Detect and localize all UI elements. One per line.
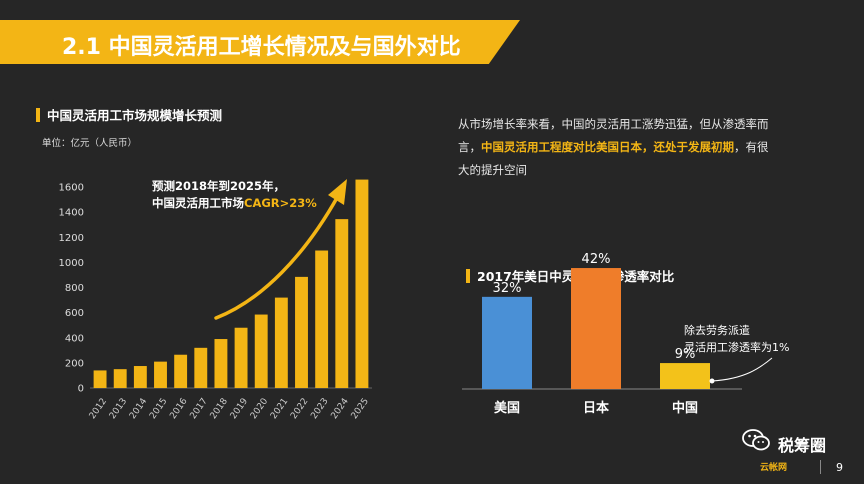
growth-arrow-line — [214, 194, 340, 320]
title-banner: 2.1 中国灵活用工增长情况及与国外对比 — [0, 20, 520, 64]
y-tick-label: 600 — [65, 308, 84, 319]
penetration-value-label: 42% — [582, 252, 611, 267]
market-size-bar — [254, 314, 268, 388]
x-tick-label: 2017 — [188, 397, 209, 421]
penetration-category-label: 美国 — [494, 400, 520, 416]
penetration-category-label: 日本 — [583, 400, 609, 416]
x-tick-label: 2021 — [269, 397, 290, 421]
description-part1: 从市场增长率来看，中国的灵活用工涨势迅猛，但从渗透率而言， — [458, 117, 769, 154]
annotation-line1: 预测2018年到2025年， — [152, 179, 286, 193]
heading-marker — [36, 108, 40, 122]
y-tick-label: 1000 — [59, 258, 84, 269]
note-pointer-line — [711, 357, 773, 382]
x-tick-label: 2022 — [289, 397, 310, 421]
market-size-bar — [234, 327, 248, 388]
penetration-bar — [571, 268, 621, 389]
market-size-bar — [295, 276, 308, 388]
market-size-bar — [174, 354, 188, 388]
y-tick-label: 1200 — [59, 233, 84, 244]
note-line1: 除去劳务派遣 — [684, 324, 750, 337]
penetration-bar — [660, 363, 710, 389]
company-logo: 云帐网 — [760, 463, 788, 473]
y-tick-label: 0 — [78, 384, 84, 395]
x-tick-label: 2020 — [249, 396, 270, 421]
description-part2: ，有很大的提升空间 — [458, 140, 769, 177]
market-size-bar — [214, 339, 228, 388]
market-size-bar — [194, 347, 208, 388]
y-tick-label: 800 — [65, 283, 84, 294]
x-tick-label: 2016 — [168, 396, 189, 421]
penetration-value-label: 32% — [493, 281, 522, 296]
market-size-bar — [154, 361, 167, 388]
left-chart-heading: 中国灵活用工市场规模增长预测 — [36, 105, 222, 124]
market-size-bar — [315, 250, 329, 388]
x-tick-label: 2024 — [329, 396, 350, 421]
note-line2: 灵活用工渗透率为1% — [684, 341, 790, 354]
page-title: 2.1 中国灵活用工增长情况及与国外对比 — [62, 35, 461, 60]
market-size-bar — [355, 179, 369, 388]
cagr-annotation: 预测2018年到2025年， 中国灵活用工市场CAGR>23% — [152, 178, 317, 212]
market-size-bar — [113, 369, 127, 388]
penetration-value-label: 9% — [675, 347, 696, 362]
market-size-bar — [335, 219, 349, 388]
market-size-bar — [93, 370, 107, 388]
left-chart-unit: 单位：亿元（人民币） — [42, 138, 138, 149]
y-tick-label: 1600 — [59, 183, 84, 194]
annotation-cagr: CAGR>23% — [244, 196, 317, 210]
x-tick-label: 2013 — [108, 397, 129, 421]
y-tick-label: 1400 — [59, 208, 84, 219]
x-tick-label: 2014 — [128, 396, 149, 421]
market-size-bar — [274, 297, 288, 388]
annotation-line2: 中国灵活用工市场 — [152, 196, 244, 210]
description-highlight: 中国灵活用工程度对比美国日本，还处于发展初期 — [481, 140, 734, 154]
x-tick-label: 2012 — [88, 397, 109, 421]
page-number: 9 — [836, 461, 843, 474]
footer-divider — [820, 460, 821, 474]
heading-marker — [466, 269, 470, 283]
growth-arrow-head — [328, 179, 347, 205]
y-tick-label: 400 — [65, 333, 84, 344]
penetration-category-label: 中国 — [672, 400, 698, 416]
x-tick-label: 2025 — [350, 397, 371, 421]
x-tick-label: 2015 — [148, 397, 169, 421]
note-pointer-dot — [709, 378, 715, 384]
x-tick-label: 2018 — [209, 396, 230, 421]
brand-name: 税筹圈 — [778, 436, 827, 455]
x-tick-label: 2023 — [309, 397, 330, 421]
wechat-icon — [742, 429, 770, 451]
y-tick-label: 200 — [65, 358, 84, 369]
china-note: 除去劳务派遣 灵活用工渗透率为1% — [684, 322, 789, 356]
x-tick-label: 2019 — [229, 396, 250, 421]
left-chart-heading-text: 中国灵活用工市场规模增长预测 — [47, 108, 223, 123]
penetration-bar — [482, 296, 532, 389]
market-size-bar — [133, 366, 147, 388]
description: 从市场增长率来看，中国的灵活用工涨势迅猛，但从渗透率而言，中国灵活用工程度对比美… — [458, 113, 778, 182]
